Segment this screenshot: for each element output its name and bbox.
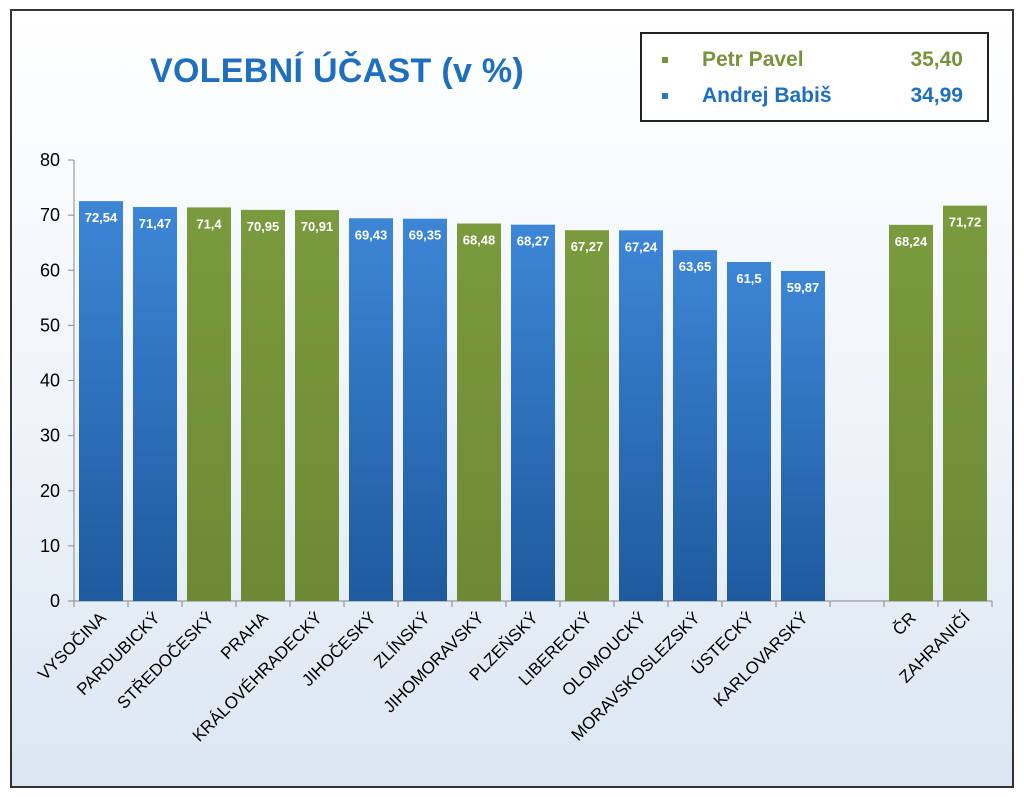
chart-title: VOLEBNÍ ÚČAST (v %) [150,52,525,90]
legend-item-andrej-babis: Andrej Babiš 34,99 [642,82,987,112]
bar-value-label: 72,54 [85,210,118,225]
y-tick-label: 50 [40,315,60,335]
bar [889,224,933,601]
legend: Petr Pavel 35,40 Andrej Babiš 34,99 [640,32,989,122]
bar [79,201,123,602]
bar-value-label: 69,43 [355,227,388,242]
bar-value-label: 61,5 [736,271,761,286]
bar [943,205,987,601]
bar-value-label: 63,65 [679,259,712,274]
bar-value-label: 71,4 [196,216,222,231]
bar-value-label: 68,27 [517,234,550,249]
bar-value-label: 70,91 [301,219,334,234]
bar [349,218,393,601]
legend-name: Petr Pavel [702,48,804,71]
bar-value-label: 68,48 [463,233,496,248]
x-tick-label: STŘEDOČESKÝ [114,608,218,712]
legend-value: 35,40 [910,48,963,71]
legend-item-petr-pavel: Petr Pavel 35,40 [642,46,987,76]
bar-value-label: 69,35 [409,228,442,243]
bar-value-label: 68,24 [895,234,928,249]
x-tick-label: ČR [889,608,920,639]
y-tick-label: 0 [50,591,60,611]
bar [187,207,231,601]
bar [295,210,339,601]
x-tick-label: KARLOVARSKÝ [710,608,812,710]
legend-value: 34,99 [910,84,963,107]
legend-marker-green [662,57,668,63]
bar-value-label: 67,24 [625,239,658,254]
bar [403,218,447,601]
bar-value-label: 67,27 [571,239,604,254]
bar [781,270,825,601]
x-tick-label: PRAHA [217,608,272,663]
bar [619,230,663,602]
legend-marker-blue [662,93,668,99]
bar [565,230,609,601]
y-tick-label: 60 [40,260,60,280]
y-tick-label: 20 [40,481,60,501]
bar-value-label: 59,87 [787,280,820,295]
y-tick-label: 10 [40,536,60,556]
bar [673,250,717,601]
y-tick-label: 30 [40,426,60,446]
bar [457,223,501,601]
y-tick-label: 40 [40,371,60,391]
bar [241,209,285,601]
bar [511,224,555,601]
bar-value-label: 70,95 [247,219,280,234]
bar [133,207,177,602]
y-tick-label: 80 [40,150,60,170]
y-tick-label: 70 [40,205,60,225]
bar-value-label: 71,47 [139,216,172,231]
bar-value-label: 71,72 [949,215,982,230]
legend-name: Andrej Babiš [702,84,832,107]
bar [727,261,771,601]
x-tick-label: JIHOMORAVSKÝ [380,608,488,716]
